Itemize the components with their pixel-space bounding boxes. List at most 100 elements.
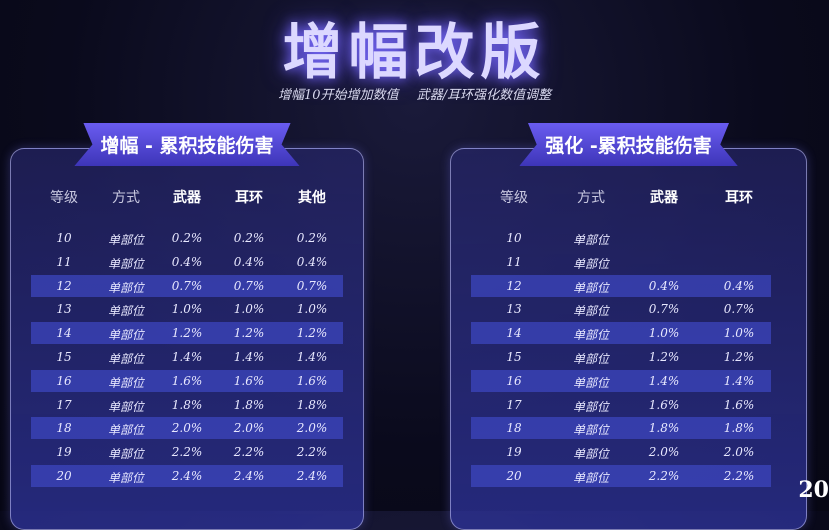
table-cell: 单部位 bbox=[107, 328, 145, 343]
table-cell: 20 bbox=[56, 469, 72, 483]
table-cell: 1.0% bbox=[233, 302, 265, 317]
table-row: 13 单部位 1.0% 1.0% 1.0% bbox=[31, 298, 343, 320]
table-row: 15 单部位 1.2% 1.2% bbox=[471, 346, 771, 368]
table-cell: 1.8% bbox=[233, 397, 265, 412]
table-cell: 11 bbox=[506, 254, 522, 269]
table-cell: 0.4% bbox=[233, 254, 265, 269]
table-cell: 17 bbox=[506, 397, 522, 412]
table-cell: 1.8% bbox=[296, 397, 328, 412]
table-cell: 19 bbox=[56, 445, 72, 460]
table-cell: 1.6% bbox=[171, 373, 203, 388]
table-cell: 1.6% bbox=[233, 373, 265, 388]
table-cell: 1.2% bbox=[723, 350, 755, 364]
table-cell: 16 bbox=[506, 373, 522, 388]
table-cell: 2.4% bbox=[171, 469, 203, 483]
table-cell: 单部位 bbox=[572, 352, 610, 366]
table-cell: 单部位 bbox=[572, 256, 610, 271]
table-cell: 2.2% bbox=[296, 445, 328, 460]
table-cell: 1.6% bbox=[648, 397, 680, 412]
table-row: 16 单部位 1.4% 1.4% bbox=[471, 369, 771, 392]
table-cell: 单部位 bbox=[572, 471, 610, 485]
table-row: 20 单部位 2.4% 2.4% 2.4% bbox=[31, 465, 343, 487]
table-row: 10 单部位 0.2% 0.2% 0.2% bbox=[31, 227, 343, 249]
table-row: 12 单部位 0.4% 0.4% bbox=[471, 274, 771, 297]
table-cell: 单部位 bbox=[107, 447, 145, 462]
table-cell: 0.2% bbox=[233, 231, 265, 245]
table-cell: 0.7% bbox=[171, 278, 203, 293]
table-cell: 单部位 bbox=[572, 328, 610, 343]
table-row: 19 单部位 2.0% 2.0% bbox=[471, 441, 771, 463]
table-row: 19 单部位 2.2% 2.2% 2.2% bbox=[31, 441, 343, 463]
table-cell: 2.2% bbox=[233, 445, 265, 460]
table-cell: 18 bbox=[56, 421, 72, 436]
table-cell: 13 bbox=[506, 302, 522, 317]
table-cell: 1.4% bbox=[296, 350, 328, 364]
table-cell: 1.2% bbox=[648, 350, 680, 364]
table-cell: 1.2% bbox=[171, 326, 203, 341]
table-cell: 2.0% bbox=[296, 421, 328, 436]
table-cell: 单部位 bbox=[107, 423, 145, 438]
table-row: 18 单部位 2.0% 2.0% 2.0% bbox=[31, 417, 343, 440]
column-header: 方式 bbox=[577, 190, 605, 206]
table-cell: 15 bbox=[506, 350, 522, 364]
table-cell: 1.4% bbox=[648, 373, 680, 388]
table-cell: 1.8% bbox=[723, 421, 755, 436]
table-row: 15 单部位 1.4% 1.4% 1.4% bbox=[31, 346, 343, 368]
table-cell: 12 bbox=[56, 278, 72, 293]
table-row: 17 单部位 1.6% 1.6% bbox=[471, 394, 771, 416]
qianghua-heading: 强化 -累积技能伤害 bbox=[519, 123, 738, 166]
qianghua-panel: 强化 -累积技能伤害 等级 方式 武器 耳环 10 单部位 11 单部位 12 单部位 0.4% 0.… bbox=[450, 123, 807, 530]
table-cell: 1.0% bbox=[648, 326, 680, 341]
table-row: 12 单部位 0.7% 0.7% 0.7% bbox=[31, 274, 343, 297]
zengfu-heading: 增幅 - 累积技能伤害 bbox=[74, 123, 300, 166]
table-cell: 1.6% bbox=[723, 397, 755, 412]
table-cell: 单部位 bbox=[107, 471, 145, 485]
table-cell: 2.2% bbox=[648, 469, 680, 483]
table-cell: 14 bbox=[506, 326, 522, 341]
table-cell: 0.4% bbox=[296, 254, 328, 269]
table-cell: 2.2% bbox=[723, 469, 755, 483]
table-row: 16 单部位 1.6% 1.6% 1.6% bbox=[31, 369, 343, 392]
table-row: 18 单部位 1.8% 1.8% bbox=[471, 417, 771, 440]
table-cell: 16 bbox=[56, 373, 72, 388]
table-cell: 2.4% bbox=[233, 469, 265, 483]
table-cell: 单部位 bbox=[572, 233, 610, 247]
table-cell: 10 bbox=[506, 231, 522, 245]
table-cell: 单部位 bbox=[107, 304, 145, 319]
table-row: 14 单部位 1.2% 1.2% 1.2% bbox=[31, 322, 343, 345]
table-row: 17 单部位 1.8% 1.8% 1.8% bbox=[31, 394, 343, 416]
table-cell: 10 bbox=[56, 231, 72, 245]
table-cell: 12 bbox=[506, 278, 522, 293]
table-cell: 0.4% bbox=[723, 278, 755, 293]
table-cell: 1.0% bbox=[296, 302, 328, 317]
column-header: 耳环 bbox=[235, 190, 263, 206]
table-cell: 2.0% bbox=[723, 445, 755, 460]
table-cell: 2.4% bbox=[296, 469, 328, 483]
table-cell: 1.0% bbox=[171, 302, 203, 317]
table-cell: 单部位 bbox=[107, 233, 145, 247]
table-cell: 11 bbox=[56, 254, 72, 269]
table-cell: 0.7% bbox=[648, 302, 680, 317]
table-cell: 单部位 bbox=[572, 399, 610, 414]
table-cell: 单部位 bbox=[107, 256, 145, 271]
column-header: 耳环 bbox=[725, 190, 753, 206]
table-cell: 1.4% bbox=[171, 350, 203, 364]
zengfu-panel: 增幅 - 累积技能伤害 等级 方式 武器 耳环 其他 10 单部位 0.2% 0.2% 0.2% 1… bbox=[10, 123, 364, 530]
column-header: 武器 bbox=[173, 190, 201, 206]
table-row: 14 单部位 1.0% 1.0% bbox=[471, 322, 771, 345]
table-cell: 0.7% bbox=[233, 278, 265, 293]
table-cell: 单部位 bbox=[572, 375, 610, 390]
table-cell: 2.0% bbox=[233, 421, 265, 436]
subtitle: 增幅10开始增加数值 武器/耳环强化数值调整 bbox=[277, 88, 552, 103]
table-cell: 1.4% bbox=[723, 373, 755, 388]
table-cell: 13 bbox=[56, 302, 72, 317]
table-cell: 1.8% bbox=[648, 421, 680, 436]
table-cell: 单部位 bbox=[572, 304, 610, 319]
column-header: 方式 bbox=[112, 190, 140, 206]
table-row: 13 单部位 0.7% 0.7% bbox=[471, 298, 771, 320]
table-row: 20 单部位 2.2% 2.2% bbox=[471, 465, 771, 487]
table-cell: 1.6% bbox=[296, 373, 328, 388]
table-cell: 2.2% bbox=[171, 445, 203, 460]
table-cell: 2.0% bbox=[648, 445, 680, 460]
column-header: 其他 bbox=[298, 190, 326, 206]
